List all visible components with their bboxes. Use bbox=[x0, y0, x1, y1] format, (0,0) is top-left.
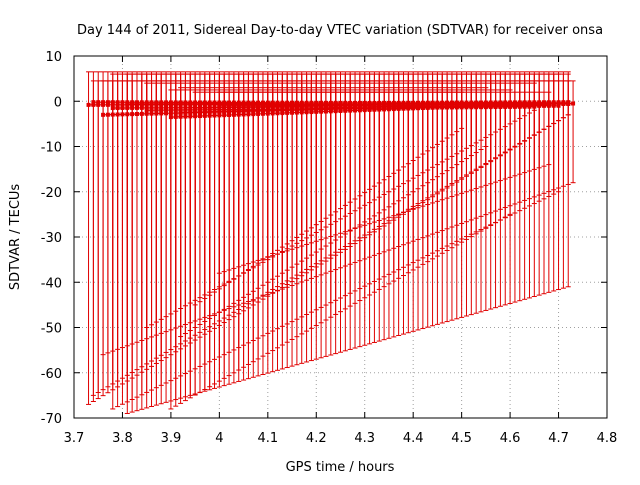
ticks-layer: 3.7 3.8 3.9 4 4.1 4.2 4.3 4.4 4.5 4.6 4.7 4.8 10 0 -10… bbox=[41, 50, 618, 446]
x-tick-label: 4.2 bbox=[306, 431, 327, 446]
y-tick-label: -70 bbox=[41, 412, 62, 427]
y-tick-label: -60 bbox=[41, 367, 62, 382]
x-tick-label: 4.3 bbox=[354, 431, 375, 446]
data-point bbox=[144, 108, 149, 113]
chart-title: Day 144 of 2011, Sidereal Day-to-day VTE… bbox=[77, 23, 603, 38]
x-tick-label: 4 bbox=[215, 431, 223, 446]
series-sat-J bbox=[216, 91, 552, 274]
data-point bbox=[91, 100, 96, 105]
data-point bbox=[101, 112, 106, 117]
series-line bbox=[127, 101, 569, 105]
series-line bbox=[219, 104, 549, 107]
y-tick-label: 10 bbox=[45, 50, 62, 65]
y-tick-label: -30 bbox=[41, 231, 62, 246]
series-line bbox=[88, 103, 569, 106]
x-tick-label: 4.5 bbox=[451, 431, 472, 446]
x-tick-label: 3.7 bbox=[64, 431, 85, 446]
data-point bbox=[566, 100, 571, 105]
y-tick-label: -40 bbox=[41, 276, 62, 291]
y-tick-label: -10 bbox=[41, 141, 62, 156]
x-axis-label: GPS time / hours bbox=[286, 460, 395, 475]
y-tick-label: -20 bbox=[41, 186, 62, 201]
x-tick-label: 3.8 bbox=[112, 431, 133, 446]
x-tick-label: 4.8 bbox=[597, 431, 618, 446]
x-tick-label: 3.9 bbox=[161, 431, 182, 446]
x-tick-label: 4.7 bbox=[548, 431, 569, 446]
data-point bbox=[110, 106, 115, 111]
x-tick-label: 4.1 bbox=[257, 431, 278, 446]
y-tick-label: 0 bbox=[54, 95, 62, 110]
y-tick-label: -50 bbox=[41, 322, 62, 337]
y-axis-label: SDTVAR / TECUs bbox=[8, 184, 23, 291]
x-tick-label: 4.6 bbox=[500, 431, 521, 446]
x-tick-label: 4.4 bbox=[403, 431, 424, 446]
series-layer bbox=[86, 71, 576, 414]
data-point bbox=[217, 103, 222, 108]
